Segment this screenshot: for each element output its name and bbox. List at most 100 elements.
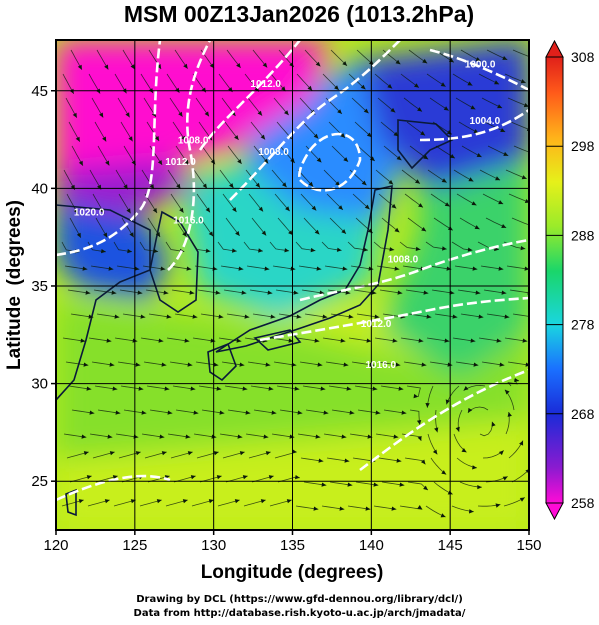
streamline-arrow [417,505,423,510]
streamline-arrow [82,266,88,271]
contour-label: 1008.0 [178,135,209,146]
land-shikoku [253,329,302,351]
streamline-arrow [495,503,501,508]
streamline-arrow [135,451,141,456]
streamline-arrow [420,459,426,465]
streamline-arrow [69,88,74,94]
streamline-arrow [149,184,154,189]
streamline-arrow [401,410,407,415]
streamline-arrow [237,434,243,439]
streamline-arrow [204,111,209,117]
streamline-arrow [156,499,162,504]
streamline-arrow [129,232,134,238]
land-taiwan [65,488,77,517]
streamline-arrow [374,314,380,319]
streamline [512,313,529,317]
streamline-arrow [491,421,496,427]
streamline-arrow [288,230,293,235]
x-tick-label: 150 [516,537,541,554]
streamline-arrow [106,338,112,343]
streamline-arrow [268,475,274,480]
streamline-arrow [366,132,372,138]
streamline-arrow [524,266,529,271]
streamline-arrow [182,499,188,504]
streamline-arrow [260,134,266,140]
streamline-arrow [160,266,166,271]
streamline-arrow [216,386,222,391]
field-region-2 [380,150,529,380]
streamline-arrow [186,266,192,271]
streamline-arrow [161,451,167,456]
y-axis-label: Latitude (degrees) [4,200,25,370]
y-axis: 25 30 35 40 45 [31,83,56,490]
colorbar-min-arrow [545,502,564,521]
x-tick-label: 125 [122,537,147,554]
streamline-arrow [426,314,432,319]
streamline [513,145,529,153]
streamline-arrow [375,410,381,415]
streamline-arrow [234,135,239,140]
streamline-arrow [502,476,508,481]
y-tick-label: 25 [31,473,48,490]
plot-area: 1020.0 1016.0 1012.0 1008.0 1012.0 1008.0 1000… [56,40,529,530]
streamline-arrow [257,110,263,116]
streamline-arrow [78,499,84,504]
streamline-arrow [229,183,234,188]
contour-label: 1012.0 [250,79,281,90]
streamline-arrow [507,412,512,417]
streamline-arrow [135,362,141,367]
streamline-arrow [154,136,160,141]
streamline-arrow [343,362,349,367]
x-tick-label: 145 [438,537,463,554]
x-tick-label: 120 [43,537,68,554]
isobar [429,48,529,92]
streamline-arrow [388,179,394,185]
field-region-7 [56,40,330,180]
streamline-arrow [190,386,196,391]
streamline-arrow [421,362,427,367]
streamline-arrow [258,248,263,253]
streamline-arrow [78,160,83,166]
streamline-arrow [175,87,180,93]
streamline-arrow [474,225,480,230]
streamline-arrow [267,290,273,295]
streamline-arrow [234,499,240,504]
streamline-arrow [296,314,302,319]
streamline-arrow [126,208,131,214]
streamline-arrow [284,110,289,116]
isobar [56,474,171,502]
streamline-arrow [320,386,326,391]
streamline-arrow [396,155,402,161]
x-axis: 120 125 130 135 140 145 150 [43,530,542,554]
isobar [359,368,529,472]
streamline-arrow [208,499,214,504]
streamline-arrow [127,248,132,254]
colorbar-tick-label: 298 [571,138,595,154]
streamline-arrow [418,338,424,343]
streamline-arrow [281,86,286,92]
streamline-arrow [444,338,450,343]
streamline-arrow [313,133,319,139]
streamline-arrow [83,451,89,456]
streamline-arrow [392,338,398,343]
streamline-arrow [498,266,504,271]
streamline-arrow [184,159,189,165]
streamline-arrow [494,80,500,85]
streamline-arrow [369,362,375,367]
streamline-arrow [242,475,248,480]
contour-label: 1016.0 [365,360,396,371]
colorbar-tick-label: 308 [571,49,595,65]
streamline-arrow [393,434,399,439]
streamline-arrow [472,266,478,271]
streamline-arrow [316,157,322,163]
land-china [56,204,151,402]
streamline-arrow [179,207,184,213]
grid-lines [56,40,529,530]
streamline-arrow [86,475,92,480]
streamline-arrow [166,314,172,319]
streamline-arrow [371,290,377,295]
streamline-arrow [365,506,371,511]
streamline-arrow [415,246,421,251]
streamline-arrow [193,410,199,415]
streamline-arrow [241,290,247,295]
